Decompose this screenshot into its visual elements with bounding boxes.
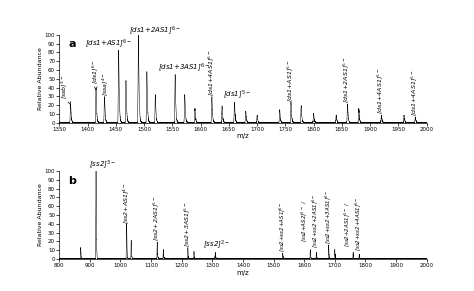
Text: b: b (68, 175, 76, 186)
Text: [ss2+2AS1]$^{5-}$ /
[ss2+ss2+4AS1]$^{6-}$: [ss2+2AS1]$^{5-}$ / [ss2+ss2+4AS1]$^{6-}… (342, 197, 363, 251)
Text: [ss2+3AS1]$^{5-}$: [ss2+3AS1]$^{5-}$ (182, 201, 192, 247)
Y-axis label: Relative Abundance: Relative Abundance (38, 47, 43, 110)
Text: [ds1+4AS1]$^{5-}$: [ds1+4AS1]$^{5-}$ (410, 69, 419, 116)
X-axis label: m/z: m/z (237, 133, 249, 139)
Text: [ds1+3AS1]$^{6-}$: [ds1+3AS1]$^{6-}$ (158, 62, 210, 74)
Text: [ss2+ss2+3AS1]$^{6-}$: [ss2+ss2+3AS1]$^{6-}$ (323, 190, 333, 244)
Text: a: a (68, 39, 76, 49)
Text: [ss2+AS1]$^{4-}$: [ss2+AS1]$^{4-}$ (121, 182, 131, 224)
Text: [ss2]$^{2-}$: [ss2]$^{2-}$ (203, 238, 230, 251)
Text: [ds1+2AS1]$^{6-}$: [ds1+2AS1]$^{6-}$ (129, 24, 181, 37)
Text: [ssb]$^{3-}$: [ssb]$^{3-}$ (60, 75, 71, 105)
Text: [ds1]$^{5-}$: [ds1]$^{5-}$ (223, 88, 251, 101)
Text: [ss2+AS2]$^{5-}$ /
[ss2+ss2+2AS1]$^{6-}$: [ss2+AS2]$^{5-}$ / [ss2+ss2+2AS1]$^{6-}$ (299, 194, 320, 249)
X-axis label: m/z: m/z (237, 269, 249, 276)
Text: [ds1]$^{6-}$: [ds1]$^{6-}$ (90, 59, 100, 90)
Text: [ds1+AS1]$^{5-}$: [ds1+AS1]$^{5-}$ (285, 59, 295, 102)
Text: [ds1+AS1]$^{6-}$: [ds1+AS1]$^{6-}$ (85, 37, 132, 50)
Text: [ss2+2AS1]$^{5-}$: [ss2+2AS1]$^{5-}$ (152, 196, 162, 242)
Text: [ssa]$^{4-}$: [ssa]$^{4-}$ (101, 72, 110, 96)
Y-axis label: Relative Abundance: Relative Abundance (38, 184, 43, 246)
Text: [ss2+ss2+AS1]$^{6-}$: [ss2+ss2+AS1]$^{6-}$ (277, 201, 287, 252)
Text: [ds1+2AS1]$^{5-}$: [ds1+2AS1]$^{5-}$ (341, 57, 351, 104)
Text: [ds1+4AS1]$^{6-}$: [ds1+4AS1]$^{6-}$ (206, 50, 216, 96)
Text: [ds1+4AS1]$^{5-}$: [ds1+4AS1]$^{5-}$ (375, 68, 385, 114)
Text: [ss2]$^{3-}$: [ss2]$^{3-}$ (89, 158, 116, 171)
